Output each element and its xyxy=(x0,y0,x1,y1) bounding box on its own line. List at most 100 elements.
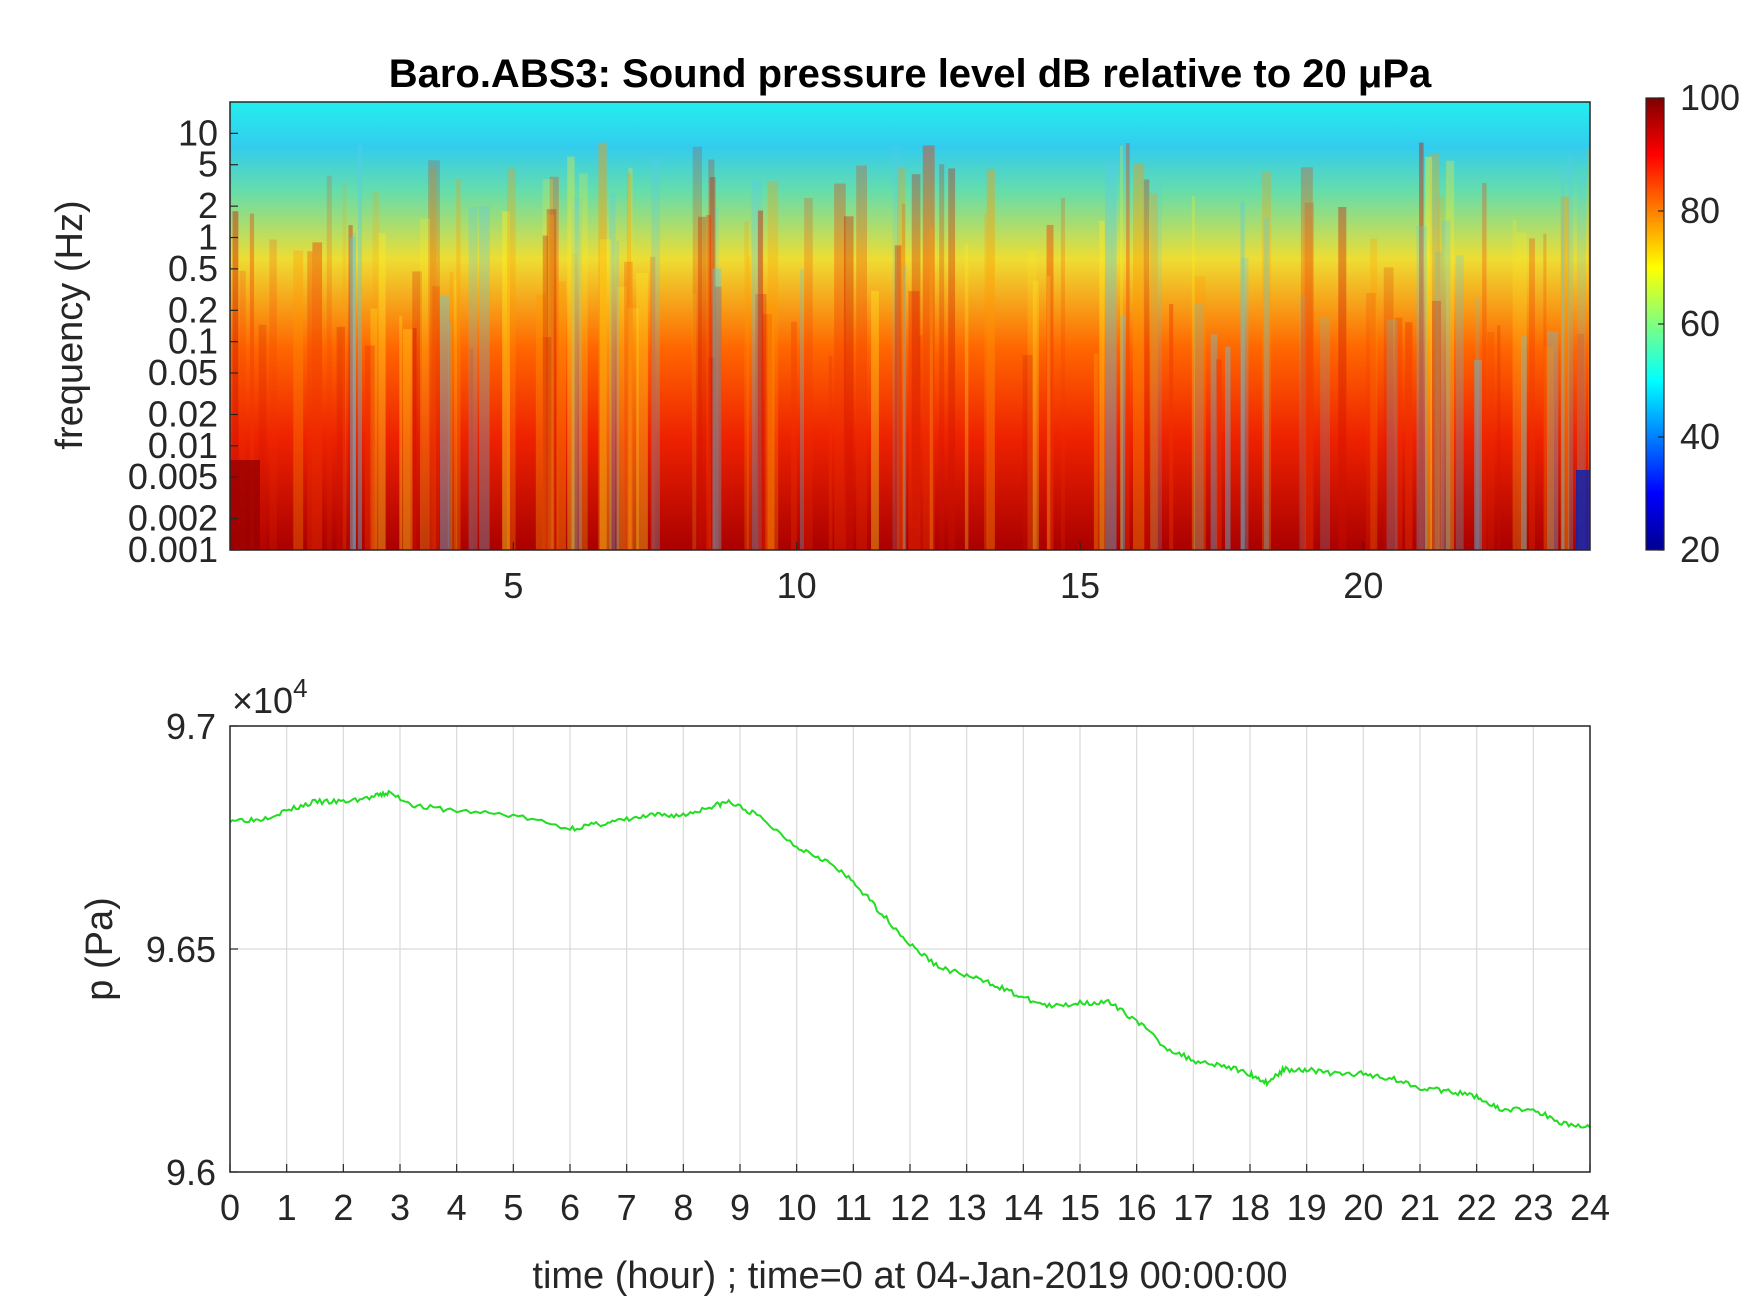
spectrogram-streak xyxy=(370,308,378,550)
spectrogram-streak xyxy=(1416,226,1427,550)
spectrogram-streak xyxy=(342,182,347,550)
spectrogram-streak xyxy=(902,266,907,550)
pressure-x-ticks: 0 1 2 3 4 5 6 7 8 9 10 11 12 13 14 15 16 17 18 19 20 21 22 23 24 xyxy=(220,1164,1610,1228)
spectrogram-streak xyxy=(1365,293,1376,550)
spectrogram-streak xyxy=(1546,331,1559,550)
spectrogram-streak xyxy=(542,179,554,550)
spectrogram-streak xyxy=(636,273,648,550)
spectrogram-streak xyxy=(239,270,246,550)
pressure-y-label: p (Pa) xyxy=(79,897,121,1000)
spectrogram-y-tick-label: 0.1 xyxy=(168,321,218,362)
spectrogram-texture xyxy=(230,142,1590,550)
spectrogram-streak xyxy=(765,304,775,550)
spectrogram-streak xyxy=(706,214,712,550)
pressure-x-tick-label: 24 xyxy=(1570,1187,1610,1228)
spectrogram-streak xyxy=(1046,224,1054,550)
spectrogram-streak xyxy=(744,221,749,550)
spectrogram-streak xyxy=(1194,276,1206,550)
spectrogram-streak xyxy=(456,178,461,550)
spectrogram-streak xyxy=(757,210,764,550)
spectrogram-streak xyxy=(1264,217,1269,550)
spectrogram-streak xyxy=(1060,197,1066,550)
pressure-x-tick-label: 7 xyxy=(617,1187,637,1228)
spectrogram-streak xyxy=(986,169,995,550)
spectrogram-streak xyxy=(1383,267,1394,550)
spectrogram-streak xyxy=(1193,304,1204,550)
colorbar-tick-label: 40 xyxy=(1680,416,1720,457)
spectrogram-streak xyxy=(1419,142,1424,550)
spectrogram-streak xyxy=(428,160,440,550)
spectrogram-streak xyxy=(567,156,575,550)
spectrogram-streak xyxy=(894,245,902,550)
spectrogram-streak xyxy=(650,256,656,550)
spectrogram-streak xyxy=(1516,232,1527,550)
pressure-y-multiplier: ×104 xyxy=(232,673,308,721)
spectrogram-streak xyxy=(1143,179,1150,550)
spectrogram-streak xyxy=(1032,280,1039,550)
spectrogram-streak xyxy=(412,271,422,550)
spectrogram-streak xyxy=(1304,202,1315,550)
pressure-x-label: time (hour) ; time=0 at 04-Jan-2019 00:0… xyxy=(532,1255,1287,1297)
spectrogram-streak xyxy=(1543,346,1554,550)
spectrogram-streak xyxy=(615,241,619,550)
pressure-x-tick-label: 6 xyxy=(560,1187,580,1228)
spectrogram-streak xyxy=(1099,221,1105,550)
spectrogram-streak xyxy=(312,242,323,550)
spectrogram-streak xyxy=(713,207,719,550)
spectrogram-streak xyxy=(708,357,715,550)
spectrogram-streak xyxy=(856,165,868,550)
spectrogram-y-tick-label: 0.5 xyxy=(168,248,218,289)
spectrogram-streak xyxy=(751,179,762,550)
pressure-series-line xyxy=(229,789,1591,1129)
spectrogram-streak xyxy=(1561,163,1565,550)
spectrogram-streak xyxy=(896,167,906,550)
spectrogram-streak xyxy=(579,173,588,550)
spectrogram-streak xyxy=(469,348,474,550)
pressure-y-multiplier-exp: 4 xyxy=(293,673,307,703)
colorbar-tick-label: 60 xyxy=(1680,303,1720,344)
spectrogram-y-tick-label: 0.05 xyxy=(148,352,218,393)
spectrogram-streak xyxy=(599,239,612,550)
spectrogram-y-tick-label: 0.002 xyxy=(128,498,218,539)
pressure-x-tick-label: 1 xyxy=(277,1187,297,1228)
pressure-x-tick-label: 22 xyxy=(1457,1187,1497,1228)
colorbar-tick-label: 20 xyxy=(1680,529,1720,570)
spectrogram-streak xyxy=(1093,353,1099,550)
spectrogram-streak xyxy=(624,261,633,550)
spectrogram-streak xyxy=(697,216,707,550)
spectrogram-streak xyxy=(1438,196,1445,550)
pressure-y-tick-label: 9.6 xyxy=(166,1152,216,1193)
spectrogram-streak xyxy=(546,209,557,550)
spectrogram-streak xyxy=(1240,257,1249,550)
spectrogram-streak xyxy=(708,159,715,550)
spectrogram-streak xyxy=(626,172,632,550)
spectrogram-streak xyxy=(307,251,313,550)
spectrogram-streak xyxy=(964,243,969,550)
spectrogram-title: Baro.ABS3: Sound pressure level dB relat… xyxy=(389,52,1432,96)
spectrogram-streak xyxy=(1027,250,1037,550)
spectrogram-streak xyxy=(357,144,362,550)
spectrogram-x-ticks: 5 10 15 20 xyxy=(503,542,1383,606)
spectrogram-streak xyxy=(901,203,906,550)
spectrogram-streak xyxy=(542,337,552,550)
spectrogram-streak xyxy=(1300,167,1313,550)
spectrogram-streak xyxy=(1446,160,1455,550)
pressure-x-tick-label: 15 xyxy=(1060,1187,1100,1228)
spectrogram-y-tick-label: 10 xyxy=(178,112,218,153)
spectrogram-streak xyxy=(1434,251,1442,550)
spectrogram-streak xyxy=(1474,359,1483,550)
spectrogram-frame xyxy=(229,101,1591,551)
spectrogram-streak xyxy=(1262,171,1271,550)
spectrogram-streak xyxy=(507,168,516,550)
spectrogram-streak xyxy=(843,216,854,550)
spectrogram-streak xyxy=(755,293,767,550)
spectrogram-streak xyxy=(609,192,616,550)
spectrogram-streak xyxy=(249,213,255,550)
spectrogram-streak xyxy=(1520,336,1527,550)
spectrogram-streak xyxy=(378,233,386,550)
spectrogram-streak xyxy=(1394,317,1403,550)
pressure-x-tick-label: 0 xyxy=(220,1187,240,1228)
spectrogram-streak xyxy=(1432,193,1440,550)
spectrogram-streak xyxy=(908,291,920,550)
